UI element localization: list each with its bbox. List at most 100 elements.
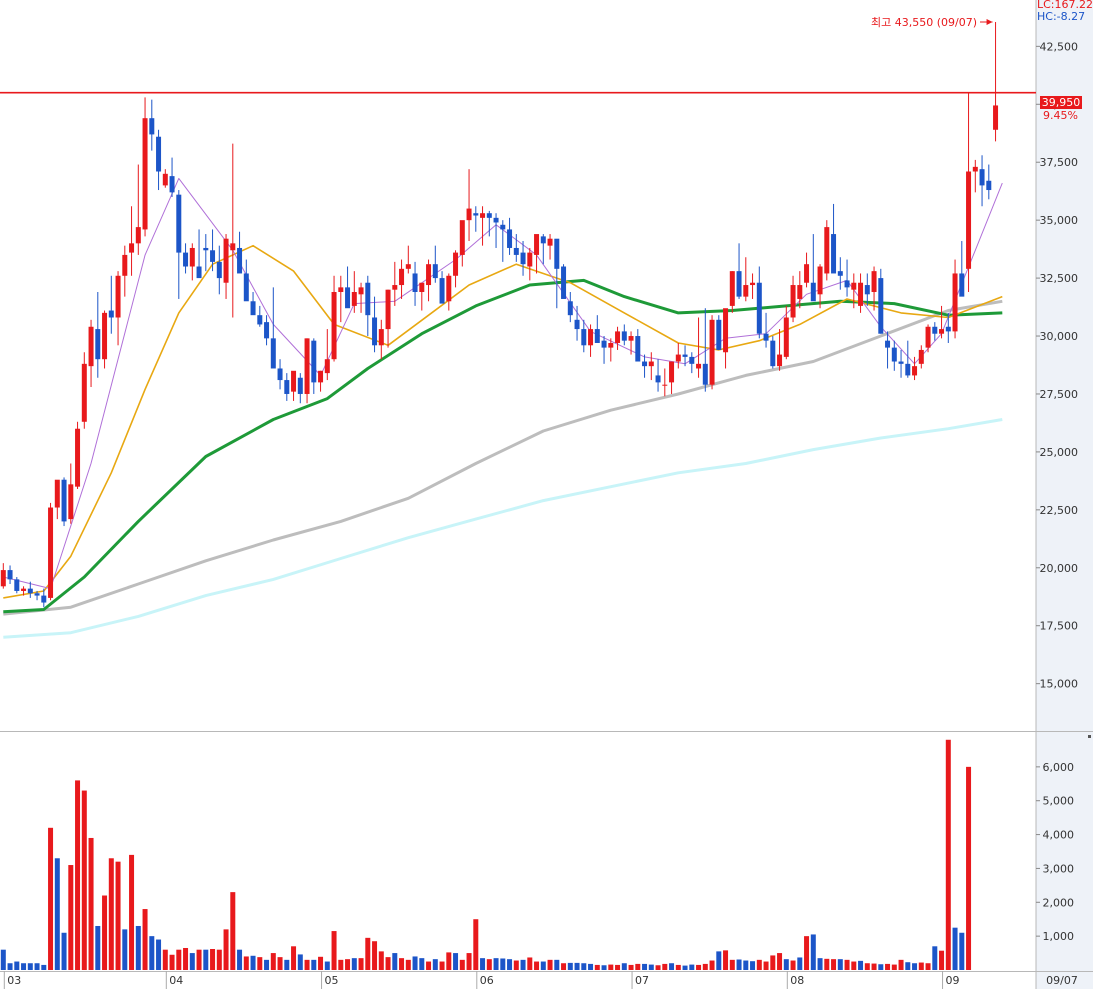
volume-bar <box>912 963 918 970</box>
volume-bar <box>493 958 499 970</box>
candle-body <box>68 484 74 520</box>
volume-bar <box>419 958 425 970</box>
volume-bar <box>709 960 715 970</box>
volume-bar <box>621 963 627 970</box>
candle-body <box>378 329 384 346</box>
volume-bar <box>156 939 162 970</box>
candle-body <box>473 213 479 216</box>
candle-body <box>432 264 438 279</box>
month-tick-label: 04 <box>169 974 183 987</box>
candle-body <box>237 247 243 274</box>
volume-bar <box>412 956 418 970</box>
volume-bar <box>7 963 13 970</box>
candle-body <box>108 310 114 318</box>
volume-bar <box>932 946 938 970</box>
candle-body <box>716 319 722 350</box>
candle-body <box>480 213 486 218</box>
volume-bar <box>500 958 506 970</box>
volume-bar <box>507 959 513 970</box>
candle-body <box>824 227 830 274</box>
candle-body <box>662 384 668 386</box>
volume-bar <box>466 953 472 970</box>
candle-body <box>459 220 465 255</box>
volume-bar <box>763 961 769 970</box>
month-tick-label: 06 <box>480 974 494 987</box>
volume-tick-label: 1,000 <box>1043 930 1075 943</box>
volume-bar <box>966 766 972 970</box>
volume-bar <box>230 892 236 970</box>
candle-body <box>635 336 641 362</box>
price-tick-label: 20,000 <box>1040 562 1079 575</box>
candle-body <box>918 349 924 364</box>
volume-bar <box>88 837 94 970</box>
volume-bar <box>817 958 823 970</box>
volume-tick-label: 3,000 <box>1043 862 1075 875</box>
volume-bar <box>61 932 67 970</box>
candle-body <box>547 238 553 246</box>
volume-bar <box>291 946 297 970</box>
candle-body <box>277 368 283 381</box>
volume-bar <box>378 951 384 970</box>
candle-body <box>945 326 951 332</box>
volume-bar <box>804 936 810 970</box>
volume-bar <box>331 931 337 970</box>
volume-bar <box>108 858 114 970</box>
candle-body <box>520 252 526 265</box>
candle-body <box>770 340 776 367</box>
volume-bar <box>648 964 654 970</box>
candle-body <box>257 315 263 325</box>
volume-tick-label: 4,000 <box>1043 829 1075 842</box>
volume-bar <box>257 957 263 970</box>
volume-bars <box>0 739 972 970</box>
volume-bar <box>311 959 317 970</box>
candle-body <box>419 282 425 292</box>
candle-body <box>952 273 958 332</box>
candle-body <box>183 252 189 267</box>
volume-bar <box>122 929 128 970</box>
volume-bar <box>149 936 155 970</box>
volume-bar <box>189 953 195 970</box>
volume-bar <box>689 964 695 970</box>
candle-body <box>493 217 499 223</box>
volume-bar <box>797 957 803 970</box>
volume-bar <box>54 858 60 970</box>
volume-bar <box>918 962 924 970</box>
high-annotation: 최고 43,550 (09/07) <box>871 16 977 29</box>
volume-bar <box>250 955 256 970</box>
candle-body <box>736 271 742 297</box>
candle-body <box>783 317 789 357</box>
candle-body <box>905 363 911 376</box>
volume-bar <box>723 950 729 970</box>
volume-bar <box>358 958 364 970</box>
candle-body <box>534 234 540 255</box>
volume-bar <box>547 959 553 970</box>
candle-body <box>486 213 492 218</box>
volume-bar <box>655 965 661 970</box>
candle-body <box>142 118 148 230</box>
volume-bar <box>95 925 101 970</box>
ma20-line <box>3 244 1003 599</box>
volume-bar <box>628 964 634 970</box>
volume-bar <box>210 949 216 970</box>
candle-body <box>41 595 47 603</box>
volume-bar <box>925 963 931 970</box>
candle-body <box>129 243 135 253</box>
volume-bar <box>318 956 324 970</box>
candle-body <box>844 280 850 288</box>
volume-bar <box>540 961 546 970</box>
candle-body <box>993 105 999 130</box>
candle-body <box>601 340 607 348</box>
price-tick-label: 25,000 <box>1040 446 1079 459</box>
last-price-label: 39,950 <box>1042 96 1081 109</box>
candle-body <box>156 136 162 172</box>
volume-tick-label: 2,000 <box>1043 896 1075 909</box>
last-change-label: 9.45% <box>1043 109 1078 122</box>
last-price-box <box>1040 96 1082 109</box>
volume-bar <box>831 959 837 970</box>
ma240-line <box>3 418 1003 639</box>
candle-body <box>210 250 216 262</box>
candle-body <box>162 173 168 186</box>
candle-body <box>345 287 351 309</box>
volume-bar <box>682 965 688 970</box>
volume-bar <box>588 963 594 970</box>
